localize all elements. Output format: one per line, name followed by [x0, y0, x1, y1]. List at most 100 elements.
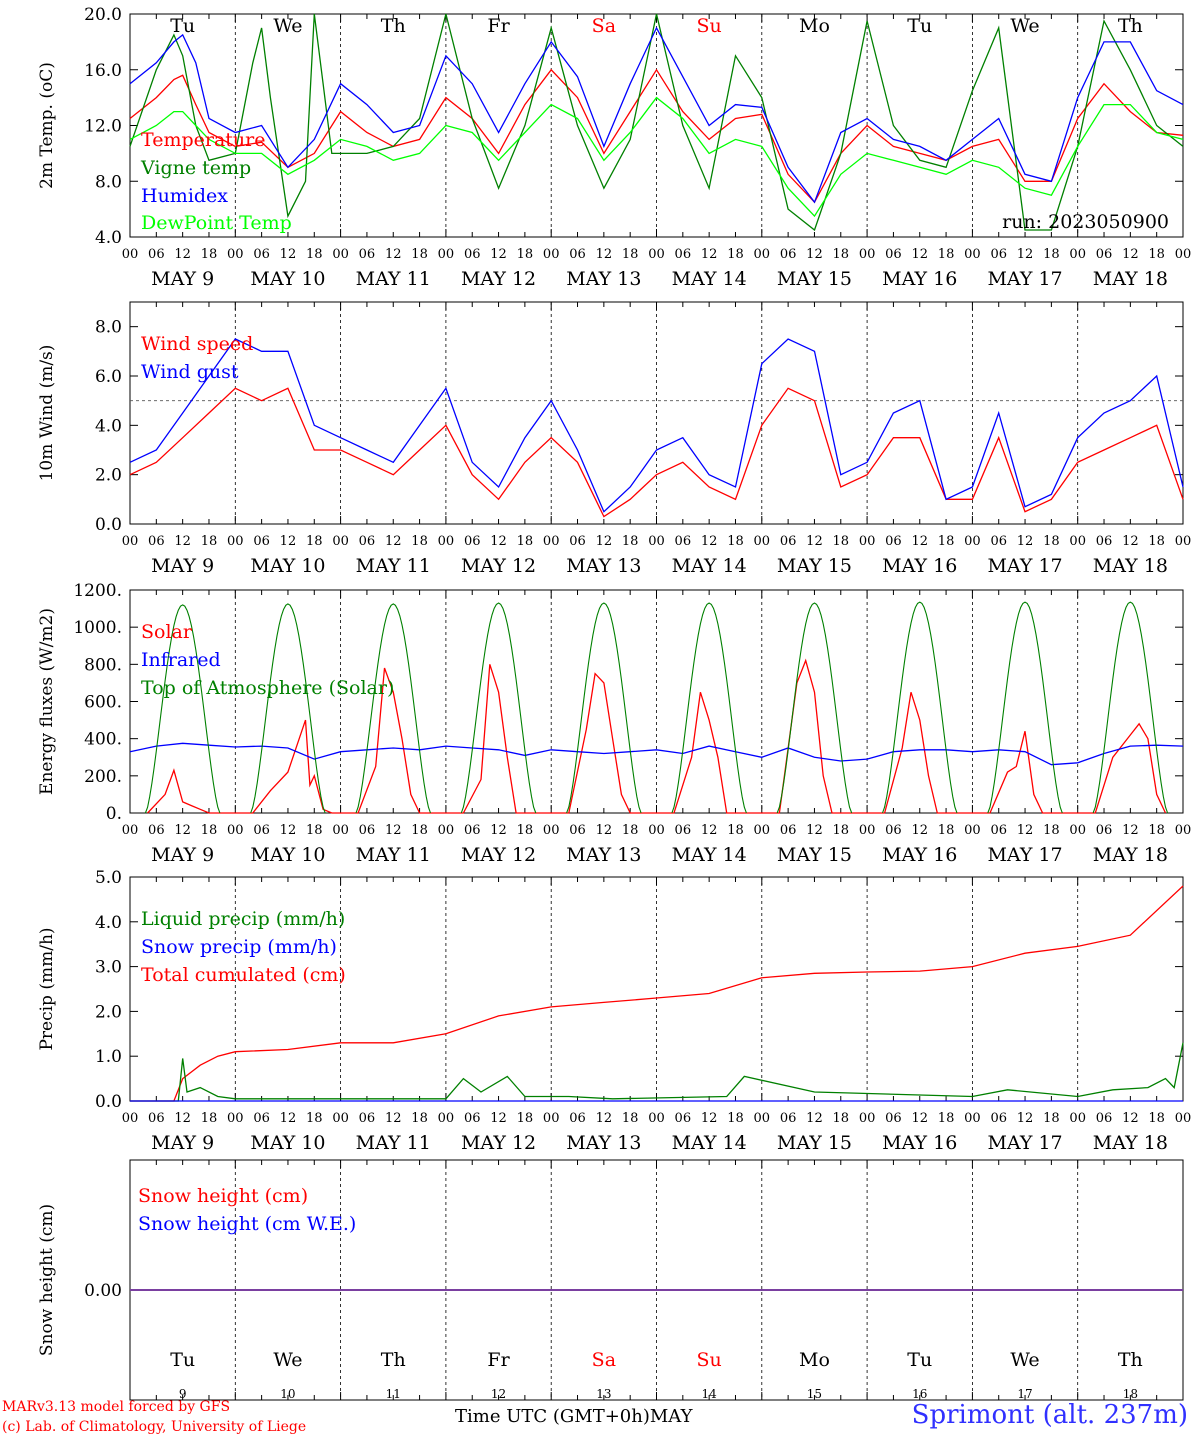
date-label: MAY 16: [882, 555, 957, 577]
hour-label: 18: [727, 1111, 744, 1126]
series-toa-solar: [566, 602, 642, 814]
date-label: MAY 15: [777, 1132, 852, 1154]
y-tick-label: 0.: [106, 804, 122, 824]
date-label: MAY 10: [250, 555, 325, 577]
hour-label: 06: [990, 534, 1007, 549]
day-number-label: 18: [1123, 1387, 1138, 1401]
hour-label: 00: [859, 247, 876, 262]
hour-label: 00: [227, 1111, 244, 1126]
hour-label: 12: [174, 247, 191, 262]
hour-label: 18: [517, 823, 534, 838]
series-humidex: [129, 26, 1184, 204]
date-label: MAY 15: [777, 844, 852, 866]
hour-label: 12: [280, 823, 297, 838]
hour-label: 12: [1017, 823, 1034, 838]
hour-label: 00: [122, 534, 139, 549]
hour-label: 18: [411, 1111, 428, 1126]
hour-label: 06: [464, 247, 481, 262]
weekday-label: Tu: [907, 15, 932, 37]
hour-label: 00: [1175, 1111, 1192, 1126]
hour-label: 18: [411, 534, 428, 549]
credit-model: MARv3.13 model forced by GFS: [2, 1399, 231, 1415]
date-label: MAY 11: [356, 844, 431, 866]
hour-label: 12: [1017, 1111, 1034, 1126]
date-label: MAY 12: [461, 268, 536, 290]
hour-label: 12: [174, 1111, 191, 1126]
y-axis-label: Energy fluxes (W/m2): [37, 608, 57, 795]
hour-label: 06: [780, 247, 797, 262]
hour-label: 00: [1175, 247, 1192, 262]
y-tick-label: 4.0: [95, 913, 122, 933]
hour-label: 06: [780, 1111, 797, 1126]
hour-label: 00: [543, 1111, 560, 1126]
hour-label: 18: [938, 534, 955, 549]
hour-label: 18: [1043, 1111, 1060, 1126]
y-tick-label: 2.0: [95, 466, 122, 486]
date-label: MAY 18: [1093, 1132, 1168, 1154]
weekday-label: Mo: [799, 15, 830, 37]
hour-label: 12: [490, 247, 507, 262]
weekday-label: Tu: [170, 1349, 195, 1371]
hour-label: 06: [359, 534, 376, 549]
hour-label: 18: [938, 823, 955, 838]
date-label: MAY 10: [250, 1132, 325, 1154]
day-number-label: 15: [807, 1387, 822, 1401]
hour-label: 00: [122, 247, 139, 262]
hour-label: 00: [964, 534, 981, 549]
hour-label: 00: [1069, 823, 1086, 838]
hour-label: 06: [464, 1111, 481, 1126]
weekday-label: We: [1010, 15, 1039, 37]
legend-entry: Snow height (cm W.E.): [138, 1213, 356, 1235]
series-toa-solar: [776, 602, 853, 814]
weekday-label: Sa: [592, 1349, 616, 1371]
series-wind-gust: [129, 338, 1184, 513]
series-solar: [147, 658, 1167, 814]
hour-label: 00: [438, 534, 455, 549]
weekday-label: Su: [697, 1349, 722, 1371]
legend-entry: Vigne temp: [140, 157, 251, 179]
legend-entry: Total cumulated (cm): [141, 964, 346, 986]
hour-label: 06: [675, 247, 692, 262]
series-toa-solar: [1092, 601, 1169, 814]
hour-label: 18: [833, 534, 850, 549]
y-tick-label: 8.0: [95, 172, 122, 192]
hour-label: 12: [701, 1111, 718, 1126]
date-label: MAY 14: [672, 844, 747, 866]
legend-entry: DewPoint Temp: [141, 212, 292, 234]
date-label: MAY 12: [461, 844, 536, 866]
hour-label: 18: [306, 534, 323, 549]
hour-label: 12: [174, 534, 191, 549]
hour-label: 18: [622, 823, 639, 838]
hour-label: 00: [859, 534, 876, 549]
series-infrared: [129, 742, 1184, 766]
hour-label: 18: [1148, 1111, 1165, 1126]
series-dewpoint-temp: [129, 96, 1184, 218]
hour-label: 12: [1122, 1111, 1139, 1126]
hour-label: 00: [1069, 534, 1086, 549]
hour-label: 18: [1043, 247, 1060, 262]
weekday-label: Th: [1118, 15, 1143, 37]
hour-label: 12: [701, 823, 718, 838]
hour-label: 06: [569, 1111, 586, 1126]
hour-label: 06: [359, 1111, 376, 1126]
date-label: MAY 17: [987, 1132, 1062, 1154]
hour-label: 18: [833, 823, 850, 838]
y-axis-label: 10m Wind (m/s): [37, 345, 57, 482]
series-total-cumulated-cm: [130, 885, 1184, 1102]
y-tick-label: 1000.: [73, 618, 122, 638]
date-label: MAY 12: [461, 555, 536, 577]
hour-label: 00: [1069, 1111, 1086, 1126]
hour-label: 18: [938, 247, 955, 262]
date-label: MAY 15: [777, 555, 852, 577]
hour-label: 00: [648, 823, 665, 838]
hour-label: 18: [517, 1111, 534, 1126]
hour-label: 18: [201, 1111, 218, 1126]
run-annotation: run: 2023050900: [1002, 211, 1169, 233]
series-vigne-temp: [129, 13, 1184, 232]
hour-label: 06: [253, 1111, 270, 1126]
hour-label: 00: [438, 823, 455, 838]
y-tick-label: 800.: [84, 655, 122, 675]
hour-label: 06: [885, 1111, 902, 1126]
hour-label: 00: [754, 247, 771, 262]
hour-label: 00: [332, 247, 349, 262]
